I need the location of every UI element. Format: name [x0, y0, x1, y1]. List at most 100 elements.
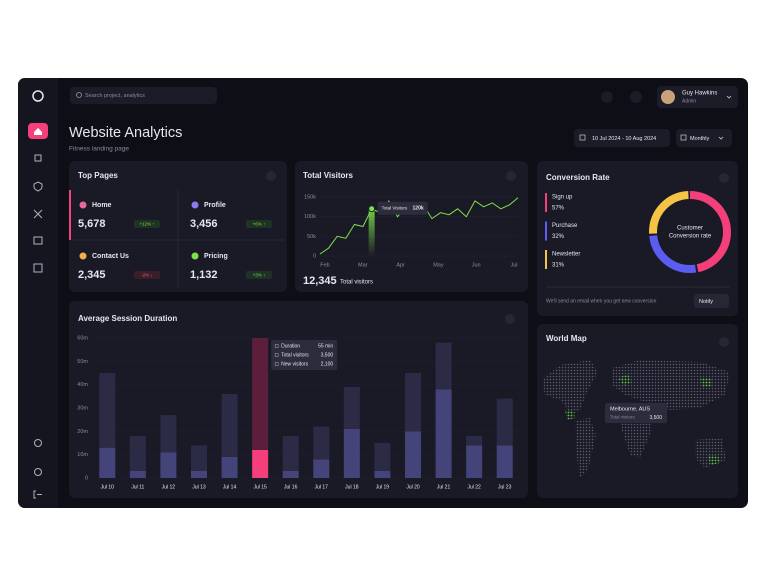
- legend-swatch: [545, 193, 547, 212]
- bar-segment: [496, 445, 513, 478]
- x-tick-label: Mar: [358, 262, 368, 268]
- x-tick-label: May: [433, 262, 444, 268]
- bar-segment: [313, 426, 330, 460]
- y-tick-label: 50m: [77, 359, 88, 365]
- card-title: World Map: [546, 334, 587, 343]
- bar-segment: [405, 373, 421, 432]
- change-badge: [134, 220, 160, 228]
- total-visitors-card: [295, 161, 528, 292]
- chevron: [726, 95, 732, 99]
- page-value: 5,678: [78, 218, 106, 230]
- bar-segment: [405, 431, 421, 478]
- bar-segment: [160, 452, 177, 478]
- page-icon: [79, 201, 87, 209]
- bar-segment: [435, 389, 452, 478]
- nav-analytics[interactable]: [34, 154, 42, 162]
- change-badge: [246, 271, 272, 279]
- user-menu[interactable]: [657, 86, 738, 108]
- x-tick-label: Jul 18: [345, 484, 359, 490]
- page-change: -2% ↓: [141, 273, 153, 278]
- x-tick-label: Jul 20: [406, 484, 420, 490]
- x-tick-label: Jul 23: [498, 484, 512, 490]
- nav-account[interactable]: [34, 468, 42, 476]
- continent: [542, 360, 598, 415]
- tooltip-icon: [274, 344, 279, 348]
- open-button[interactable]: [719, 337, 729, 347]
- date-range: 10 Jul 2024 - 10 Aug 2024: [592, 136, 656, 142]
- legend-value: 32%: [552, 234, 565, 240]
- notify-label: Notify: [699, 299, 713, 305]
- search-icon: [76, 92, 82, 98]
- page-name: Profile: [204, 202, 226, 209]
- change-badge: [246, 220, 272, 228]
- nav-theme[interactable]: [34, 439, 42, 447]
- continent: [575, 418, 596, 478]
- x-tick-label: Jul 21: [437, 484, 451, 490]
- nav-security[interactable]: [33, 181, 43, 192]
- donut-segment: [649, 191, 731, 273]
- open-button[interactable]: [266, 171, 276, 181]
- page-value: 2,345: [78, 269, 106, 281]
- open-button[interactable]: [506, 171, 516, 181]
- bar-segment: [343, 387, 360, 429]
- tooltip-value: 55 min: [318, 343, 333, 349]
- donut-center-label: Customer: [677, 226, 703, 232]
- notifications-button[interactable]: [630, 91, 642, 103]
- y-tick-label: 30m: [77, 405, 88, 411]
- donut-segment: [649, 191, 731, 273]
- y-tick-label: 0: [85, 475, 88, 481]
- bar-segment: [466, 436, 483, 446]
- x-tick-label: Jul 16: [284, 484, 298, 490]
- x-tick-label: Jul 12: [162, 484, 176, 490]
- y-tick-label: 20m: [77, 429, 88, 435]
- tooltip: [271, 340, 338, 370]
- tooltip-value: 120k: [413, 206, 424, 212]
- legend-value: 31%: [552, 263, 565, 269]
- calendar-icon: [680, 134, 687, 141]
- x-tick-label: Jul 15: [253, 484, 267, 490]
- hover-point: [368, 205, 376, 213]
- card-title: Conversion Rate: [546, 173, 610, 182]
- nav-tools[interactable]: [33, 209, 43, 219]
- map-tooltip: [605, 403, 667, 423]
- user-name: Guy Hawkins: [682, 91, 717, 97]
- y-tick-label: 10m: [77, 452, 88, 458]
- nav-logout[interactable]: [33, 490, 42, 499]
- selected-indicator: [69, 190, 71, 240]
- tooltip-label: Total visitors: [281, 352, 309, 358]
- total-value: 12,345: [303, 275, 337, 287]
- conversion-card: [537, 161, 738, 316]
- search-placeholder: Search project, analytics: [85, 93, 145, 99]
- avatar: [661, 90, 675, 104]
- page-subtitle: Fitness landing page: [69, 146, 129, 153]
- date-picker[interactable]: [574, 129, 670, 147]
- donut-segment: [649, 191, 731, 273]
- nav-devices[interactable]: [33, 236, 43, 245]
- bar-segment: [282, 471, 299, 478]
- page-change: +6% ↑: [253, 222, 266, 227]
- user-role: Admin: [682, 98, 696, 104]
- bar-segment: [374, 471, 391, 478]
- messages-button[interactable]: [601, 91, 613, 103]
- page-icon: [79, 252, 87, 260]
- bar-segment: [129, 436, 146, 471]
- map-place: Melbourne, AUS: [610, 406, 650, 412]
- bar-segment: [191, 445, 207, 471]
- search-box[interactable]: [70, 87, 217, 104]
- open-button[interactable]: [505, 314, 515, 324]
- legend-name: Newsletter: [552, 252, 580, 258]
- bar-segment: [343, 429, 360, 478]
- open-button[interactable]: [719, 173, 729, 183]
- bar-segment: [129, 471, 146, 478]
- notify-button[interactable]: [694, 294, 729, 308]
- bar-segment: [496, 398, 513, 446]
- tooltip-label: New visitors: [281, 361, 308, 367]
- legend-name: Purchase: [552, 223, 578, 229]
- period-select[interactable]: [676, 129, 732, 147]
- x-tick-label: Jul 11: [131, 484, 144, 490]
- x-tick-label: Jul 14: [223, 484, 237, 490]
- nav-shop[interactable]: [33, 263, 43, 273]
- page-icon: [191, 201, 199, 209]
- x-tick-label: Jul 13: [192, 484, 206, 490]
- change-badge: [134, 271, 160, 279]
